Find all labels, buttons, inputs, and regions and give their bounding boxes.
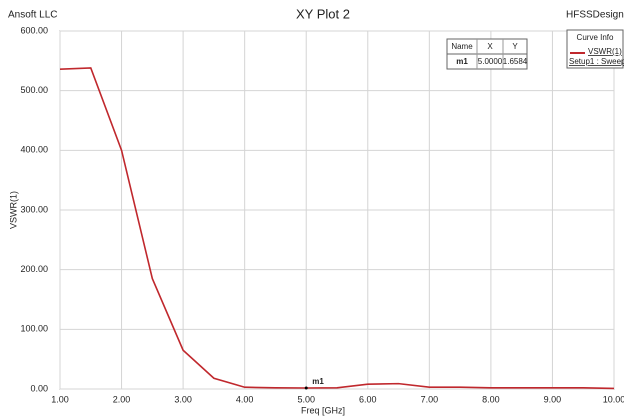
marker-label: m1 — [312, 377, 324, 386]
legend-entry: VSWR(1) — [588, 47, 622, 56]
table-header: Name — [451, 42, 473, 51]
legend-subtitle: Setup1 : Sweep1 — [569, 57, 624, 66]
legend: Curve Info VSWR(1) Setup1 : Sweep1 — [566, 29, 624, 69]
y-tick-label: 600.00 — [20, 25, 48, 35]
x-tick-label: 8.00 — [482, 394, 500, 404]
table-cell: 5.0000 — [478, 57, 503, 66]
y-tick-label: 200.00 — [20, 264, 48, 274]
company: Ansoft LLC — [8, 10, 57, 21]
x-tick-label: 6.00 — [359, 394, 377, 404]
table-cell: 1.6584 — [503, 57, 528, 66]
series-line — [59, 67, 615, 390]
y-axis-label: VSWR(1) — [8, 191, 18, 229]
marker-point — [304, 386, 308, 390]
y-tick-label: 300.00 — [20, 204, 48, 214]
legend-box — [566, 29, 624, 69]
x-tick-label: 10.00 — [603, 394, 624, 404]
chart-title: XY Plot 2 — [296, 6, 350, 21]
marker-table: Name X Y m1 5.0000 1.6584 — [446, 38, 528, 70]
y-tick-label: 0.00 — [30, 383, 48, 393]
design-name: HFSSDesign1 — [566, 10, 624, 21]
table-cell: m1 — [456, 57, 468, 66]
x-axis-label: Freq [GHz] — [301, 405, 345, 415]
y-tick-label: 400.00 — [20, 145, 48, 155]
x-tick-label: 9.00 — [544, 394, 562, 404]
table-header: X — [487, 42, 493, 51]
x-tick-label: 3.00 — [174, 394, 192, 404]
x-tick-label: 5.00 — [297, 394, 315, 404]
table-header: Y — [512, 42, 518, 51]
y-tick-label: 500.00 — [20, 85, 48, 95]
x-tick-label: 1.00 — [51, 394, 69, 404]
y-tick-label: 100.00 — [20, 324, 48, 334]
x-tick-label: 2.00 — [113, 394, 131, 404]
legend-title: Curve Info — [577, 33, 614, 42]
x-tick-label: 4.00 — [236, 394, 254, 404]
x-tick-label: 7.00 — [421, 394, 439, 404]
